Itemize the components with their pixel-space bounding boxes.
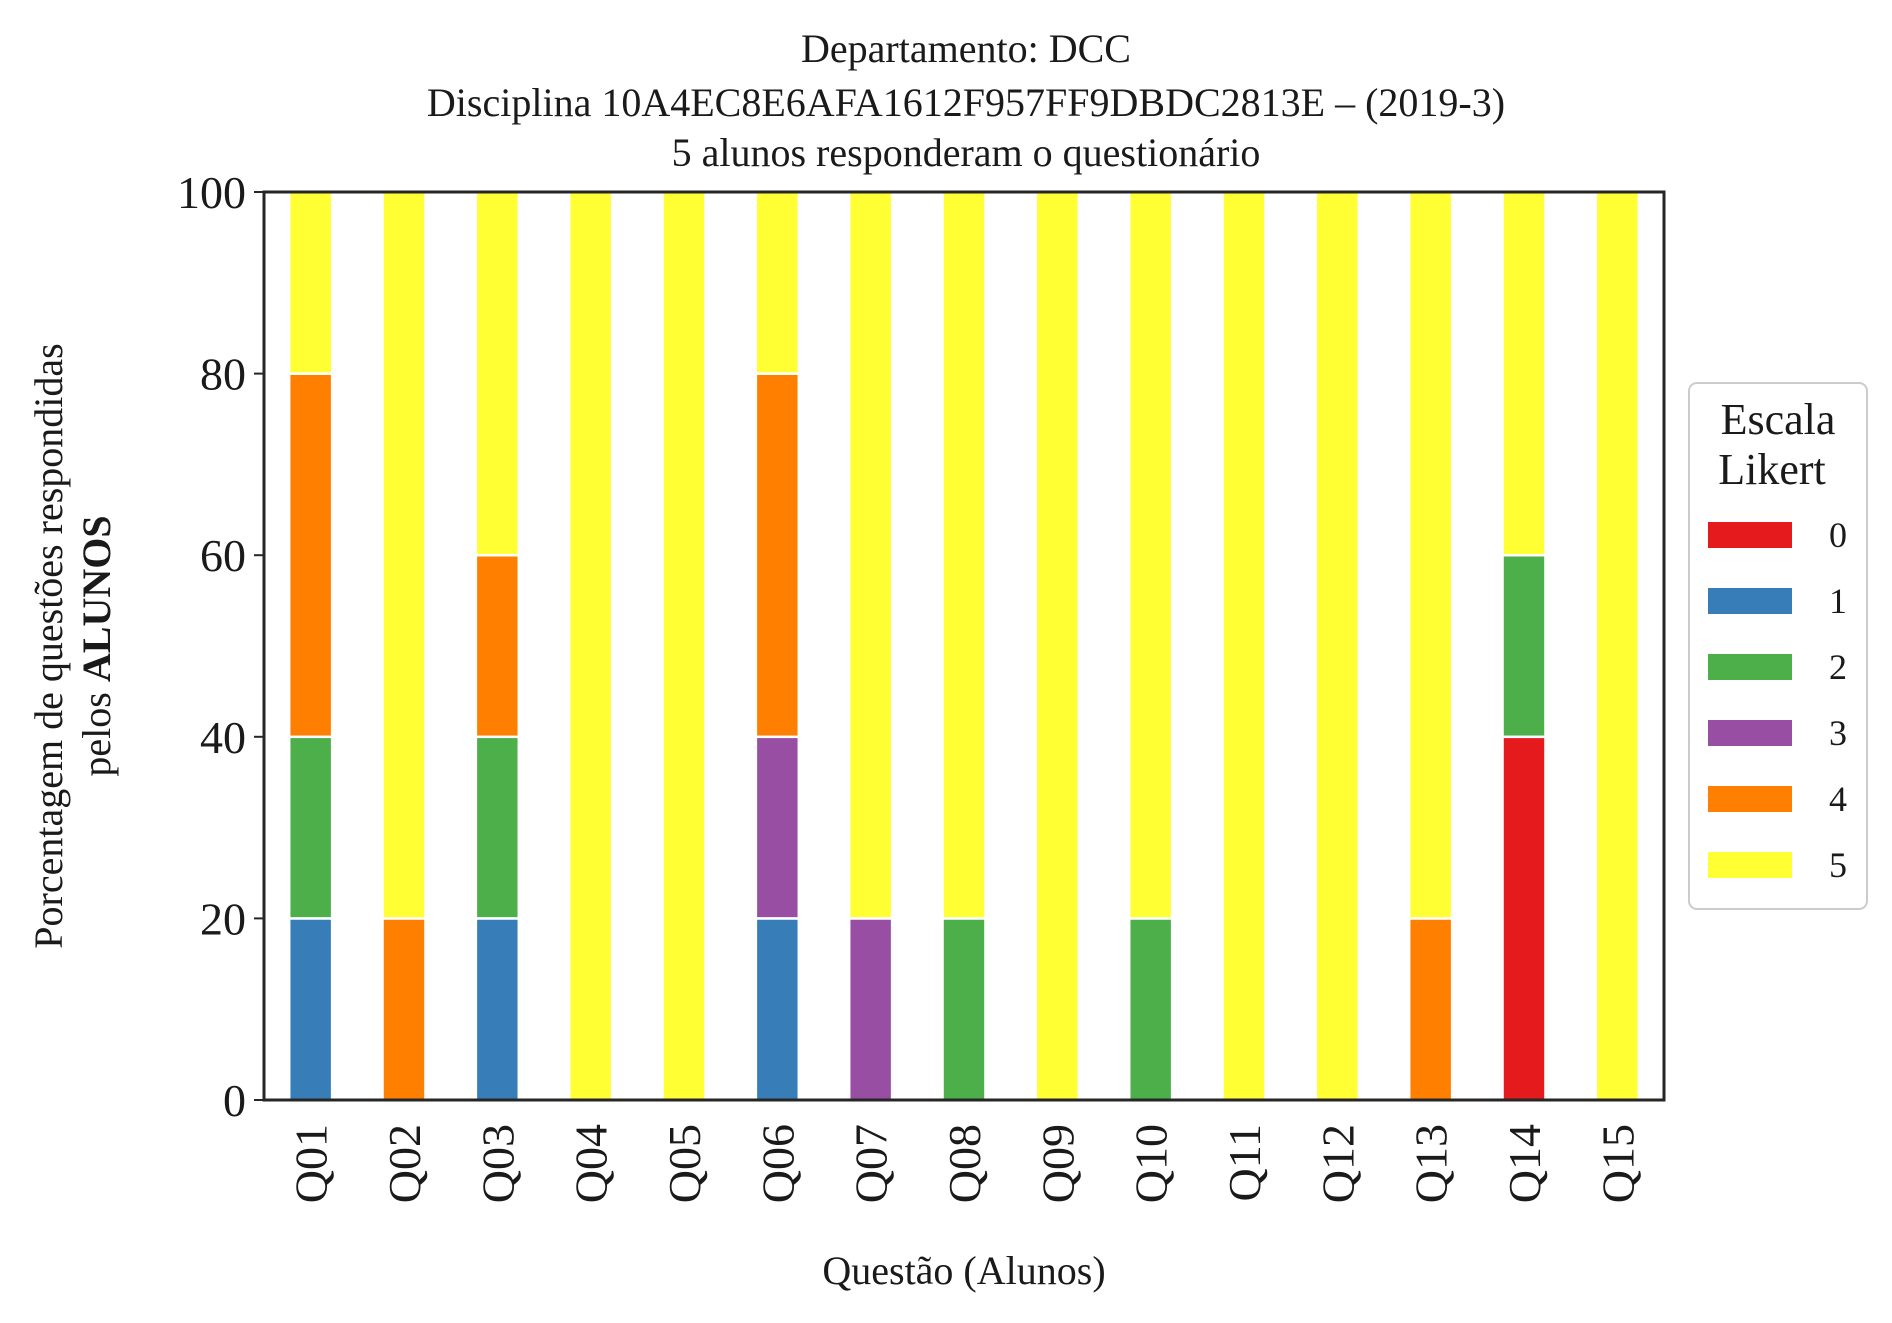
bar-q06-likert-4 (754, 372, 801, 739)
bar-q14-likert-0 (1501, 735, 1547, 1102)
bar-q01-likert-1 (287, 917, 334, 1102)
bar-q03-likert-1 (474, 917, 521, 1102)
legend-swatch-5 (1708, 852, 1792, 878)
y-axis-label-prefix: pelos (74, 682, 119, 776)
legend-title-line-1: Escala (1721, 395, 1836, 444)
y-axis-label-bold: ALUNOS (74, 515, 119, 682)
title-line-3: 5 alunos responderam o questionário (672, 130, 1261, 175)
bar-q14-likert-2 (1501, 553, 1547, 739)
x-tick-label: Q10 (1126, 1124, 1177, 1203)
x-axis-label: Questão (Alunos) (822, 1248, 1105, 1293)
legend-title-line-2: Likert (1718, 445, 1826, 494)
legend-box (1688, 382, 1868, 910)
bar-q05-likert-5 (661, 190, 707, 1102)
bar-q03-likert-4 (474, 553, 521, 739)
bar-q07-likert-3 (847, 917, 894, 1102)
x-tick-label: Q05 (659, 1124, 710, 1203)
bar-q13-likert-5 (1407, 190, 1454, 920)
x-tick-label: Q07 (846, 1124, 897, 1203)
y-axis-label-line-2: pelos ALUNOS (74, 515, 119, 776)
bar-q06-likert-1 (754, 917, 801, 1102)
legend-label-4: 4 (1829, 779, 1847, 819)
bar-q03-likert-2 (474, 735, 521, 920)
bar-q06-likert-3 (754, 735, 801, 920)
bar-q09-likert-5 (1034, 190, 1081, 1102)
bar-q10-likert-5 (1127, 190, 1174, 920)
x-axis-ticks: Q01 Q02 Q03 Q04 Q05 Q06 Q07 Q08 Q09 Q10 Q11 Q12 Q13 Q… (286, 1124, 1644, 1203)
y-axis-label-line-1: Porcentagem de questões respondidas (26, 343, 71, 948)
x-tick-label: Q06 (752, 1124, 803, 1203)
legend-swatch-2 (1708, 654, 1792, 680)
legend-label-0: 0 (1829, 515, 1847, 555)
y-axis-label: Porcentagem de questões respondidas pelo… (26, 343, 119, 948)
x-tick-label: Q04 (566, 1124, 617, 1203)
x-tick-label: Q01 (286, 1124, 337, 1203)
bar-q07-likert-5 (847, 190, 894, 920)
legend-label-1: 1 (1829, 581, 1847, 621)
x-tick-label: Q09 (1032, 1124, 1083, 1203)
legend-swatch-1 (1708, 588, 1792, 614)
y-tick-label: 80 (200, 349, 246, 400)
legend-entries: 0 1 2 3 4 5 (1708, 515, 1847, 885)
title-line-1: Departamento: DCC (801, 26, 1131, 71)
bar-q03-likert-5 (474, 190, 521, 557)
y-tick-label: 20 (200, 893, 246, 944)
plot-frame (262, 190, 1666, 1102)
y-tick-label: 0 (223, 1075, 246, 1126)
bar-q15-likert-5 (1594, 190, 1641, 1102)
bar-q13-likert-4 (1407, 917, 1454, 1102)
x-tick-label: Q14 (1499, 1124, 1550, 1203)
bar-q14-likert-5 (1501, 190, 1547, 557)
y-axis-ticks: 0 20 40 60 80 100 (177, 167, 264, 1126)
y-tick-label: 60 (200, 530, 246, 581)
legend-label-5: 5 (1829, 845, 1847, 885)
legend-label-3: 3 (1829, 713, 1847, 753)
bars-group (287, 190, 1641, 1102)
bar-q08-likert-5 (941, 190, 987, 920)
bar-q11-likert-5 (1221, 190, 1267, 1102)
x-tick-label: Q15 (1592, 1124, 1643, 1203)
y-tick-label: 100 (177, 167, 246, 218)
bar-q12-likert-5 (1314, 190, 1361, 1102)
bar-q01-likert-2 (287, 735, 334, 920)
y-tick-label: 40 (200, 712, 246, 763)
legend-swatch-4 (1708, 786, 1792, 812)
bar-q06-likert-5 (754, 190, 801, 375)
bar-q04-likert-5 (567, 190, 614, 1102)
x-tick-label: Q08 (939, 1124, 990, 1203)
legend-label-2: 2 (1829, 647, 1847, 687)
legend-swatch-3 (1708, 720, 1792, 746)
bar-q01-likert-4 (287, 372, 334, 739)
x-tick-label: Q02 (379, 1124, 430, 1203)
x-tick-label: Q13 (1406, 1124, 1457, 1203)
bar-q10-likert-2 (1127, 917, 1174, 1102)
x-tick-label: Q03 (472, 1124, 523, 1203)
bar-q02-likert-4 (381, 917, 427, 1102)
bar-q08-likert-2 (941, 917, 987, 1102)
bar-q01-likert-5 (287, 190, 334, 375)
bar-q02-likert-5 (381, 190, 427, 920)
title-line-2: Disciplina 10A4EC8E6AFA1612F957FF9DBDC28… (427, 80, 1505, 125)
x-tick-label: Q12 (1312, 1124, 1363, 1203)
x-tick-label: Q11 (1219, 1124, 1270, 1202)
legend: Escala Likert 0 1 2 3 4 5 (1688, 382, 1868, 910)
legend-swatch-0 (1708, 522, 1792, 548)
chart-title: Departamento: DCC Disciplina 10A4EC8E6AF… (427, 26, 1505, 175)
